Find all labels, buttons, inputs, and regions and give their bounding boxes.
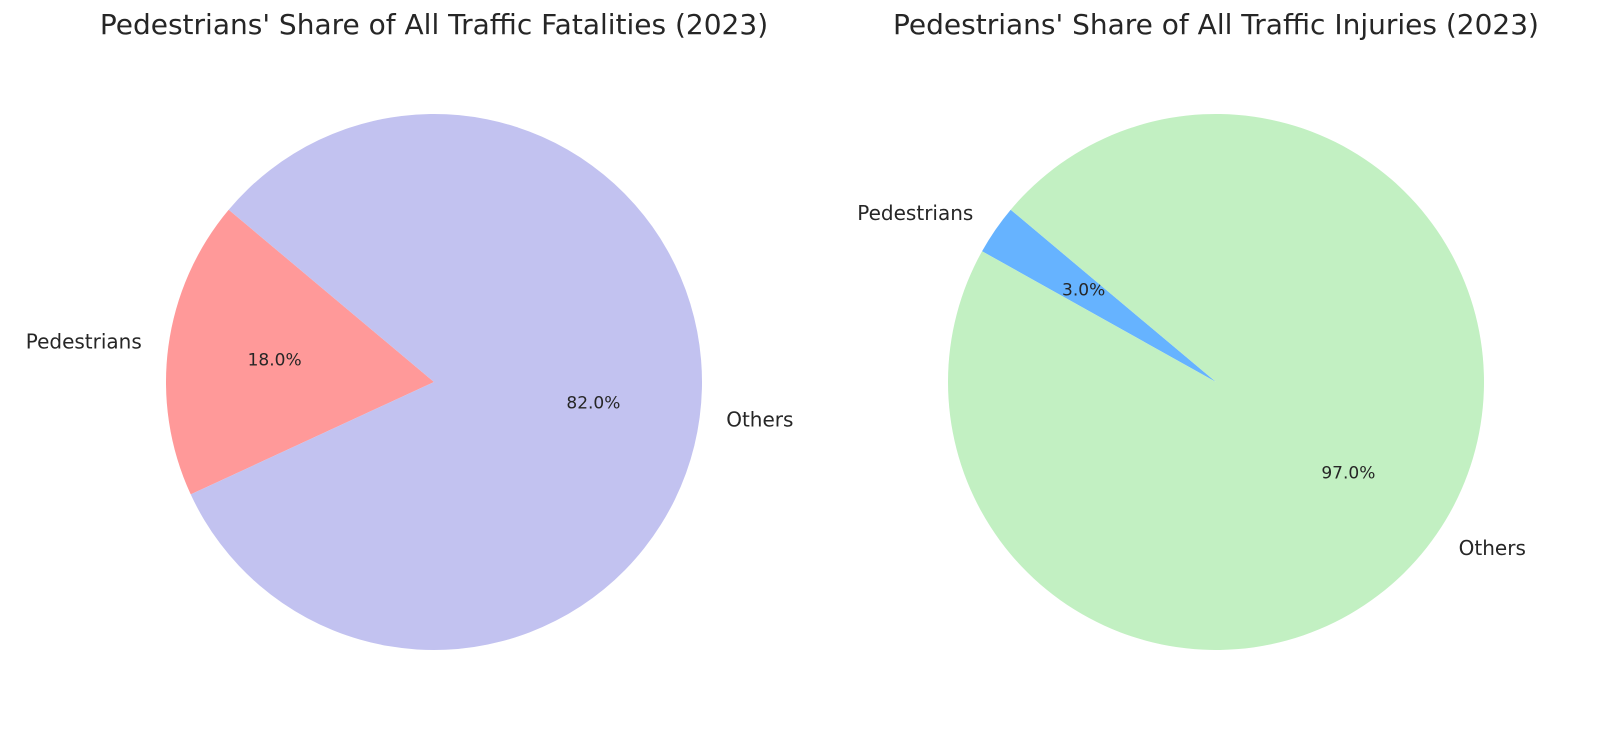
pie-wedge <box>982 209 1216 382</box>
wedge-label: Others <box>726 407 793 431</box>
wedge-label: Pedestrians <box>857 201 973 225</box>
wedge-label: Others <box>1459 536 1526 560</box>
percent-label: 3.0% <box>1062 281 1105 301</box>
percent-label: 97.0% <box>1321 463 1375 483</box>
wedge-label: Pedestrians <box>26 330 142 354</box>
percent-label: 82.0% <box>566 393 620 413</box>
pie-wedge <box>166 209 434 495</box>
percent-label: 18.0% <box>248 351 302 371</box>
chart-title: Pedestrians' Share of All Traffic Fatali… <box>100 8 768 41</box>
pie-wedge <box>948 113 1484 650</box>
chart-title: Pedestrians' Share of All Traffic Injuri… <box>893 8 1539 41</box>
pie-wedge <box>190 113 702 650</box>
